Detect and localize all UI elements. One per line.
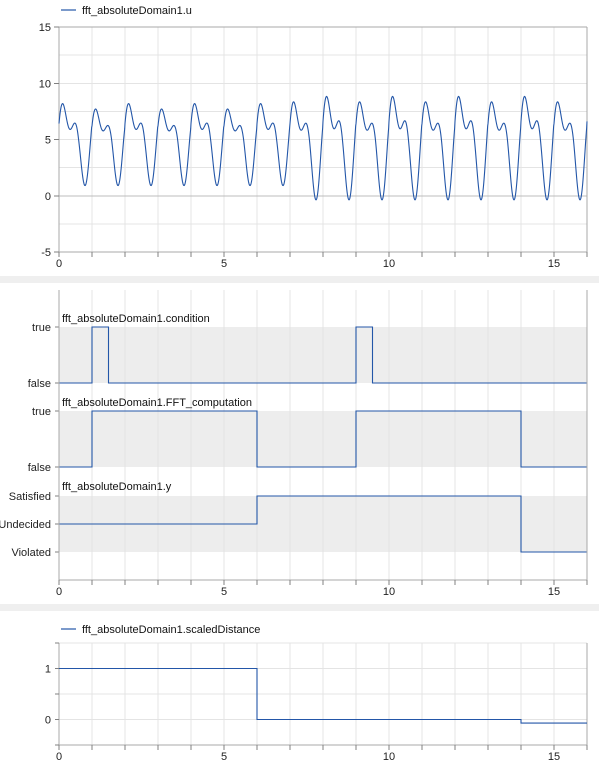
- panel-separator: [0, 276, 599, 283]
- state-level-label: false: [28, 378, 51, 390]
- y-tick-label: 0: [45, 191, 51, 203]
- y-tick-label: 15: [39, 22, 51, 34]
- x-tick-label: 5: [221, 258, 227, 270]
- x-tick-label: 10: [383, 258, 395, 270]
- series-u-line: [58, 95, 588, 201]
- legend-label: fft_absoluteDomain1.scaledDistance: [82, 624, 260, 636]
- x-tick-label: 5: [221, 751, 227, 763]
- state-level-label: Satisfied: [9, 491, 51, 503]
- state-level-label: true: [32, 322, 51, 334]
- series-scaled-distance-line: [59, 667, 587, 724]
- y-tick-label: 5: [45, 135, 51, 147]
- x-tick-label: 15: [548, 586, 560, 598]
- subplot-title: fft_absoluteDomain1.condition: [62, 313, 210, 325]
- y-tick-label: -5: [41, 247, 51, 259]
- y-tick-label: 1: [45, 664, 51, 676]
- plot-scaled-distance: 0 5 10 15 0 1 fft_absoluteDomain1.scaledDistan…: [45, 624, 588, 763]
- x-tick-label: 10: [383, 751, 395, 763]
- x-tick-label: 0: [56, 586, 62, 598]
- plot-u: 0 5 10 15 -5 0 5 10 15 fft_absoluteDomain1.u: [39, 5, 588, 270]
- y-tick-label: 0: [45, 715, 51, 727]
- subplot-title: fft_absoluteDomain1.y: [62, 481, 172, 493]
- x-tick-label: 5: [221, 586, 227, 598]
- series-step-2: [59, 495, 587, 553]
- x-tick-label: 0: [56, 751, 62, 763]
- subplot-title: fft_absoluteDomain1.FFT_computation: [62, 397, 252, 409]
- state-level-label: false: [28, 462, 51, 474]
- series-step-0: [59, 326, 587, 384]
- x-tick-label: 0: [56, 258, 62, 270]
- x-tick-label: 10: [383, 586, 395, 598]
- plot-boolean-states: false true fft_absoluteDomain1.conditionfa…: [0, 290, 588, 598]
- x-tick-label: 15: [548, 751, 560, 763]
- panel-separator: [0, 604, 599, 611]
- legend-label: fft_absoluteDomain1.u: [82, 5, 192, 17]
- x-tick-label: 15: [548, 258, 560, 270]
- state-level-label: Undecided: [0, 519, 51, 531]
- state-level-label: true: [32, 406, 51, 418]
- series-step-1: [59, 410, 587, 468]
- state-level-label: Violated: [11, 547, 51, 559]
- y-tick-label: 10: [39, 78, 51, 90]
